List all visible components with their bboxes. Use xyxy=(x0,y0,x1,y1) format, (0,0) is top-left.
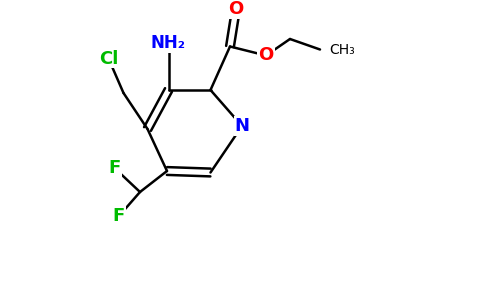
Text: Cl: Cl xyxy=(99,50,118,68)
Text: NH₂: NH₂ xyxy=(151,34,186,52)
Text: CH₃: CH₃ xyxy=(329,43,355,56)
Text: F: F xyxy=(108,159,121,177)
Text: N: N xyxy=(235,117,249,135)
Text: F: F xyxy=(113,207,125,225)
Text: O: O xyxy=(258,46,273,64)
Text: O: O xyxy=(228,0,243,18)
